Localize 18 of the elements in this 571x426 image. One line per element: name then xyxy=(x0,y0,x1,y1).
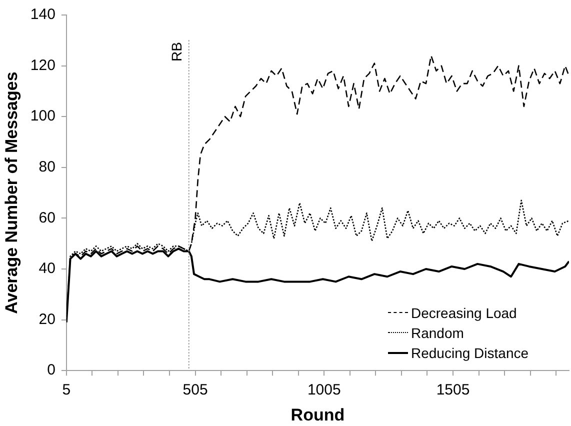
y-tick-label: 80 xyxy=(38,158,56,176)
y-tick-label: 40 xyxy=(38,260,56,278)
x-tick-label: 1505 xyxy=(436,382,470,399)
ref-line-label: RB xyxy=(168,42,185,62)
x-axis-title: Round xyxy=(290,405,345,424)
y-tick-label: 60 xyxy=(38,209,56,226)
x-tick-label: 1005 xyxy=(307,382,341,399)
y-tick-label: 20 xyxy=(38,310,56,328)
x-tick-label: 505 xyxy=(182,382,208,399)
x-tick-label: 5 xyxy=(62,382,71,399)
y-tick-label: 0 xyxy=(47,362,56,379)
legend-label: Reducing Distance xyxy=(411,344,529,363)
legend-label: Random xyxy=(411,324,464,343)
y-tick-label: 120 xyxy=(30,56,56,74)
y-axis-title: Average Number of Messages xyxy=(2,72,21,314)
y-tick-label: 100 xyxy=(30,108,56,125)
y-tick-label: 140 xyxy=(30,6,56,24)
legend-label: Decreasing Load xyxy=(411,304,517,323)
